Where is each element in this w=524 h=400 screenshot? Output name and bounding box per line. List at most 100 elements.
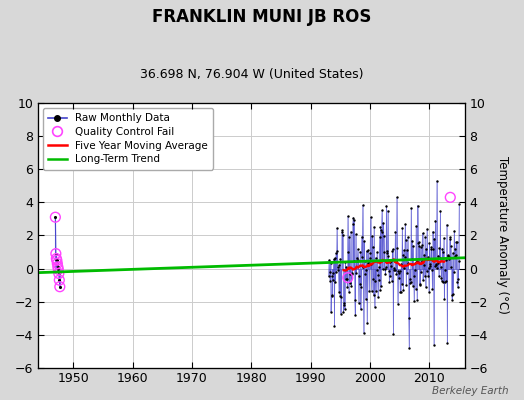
Point: [383, 250, 391, 256]
Point: [402, 282, 410, 288]
Point: [350, 258, 358, 264]
Point: [436, 208, 444, 214]
Point: [337, 293, 346, 300]
Point: [340, 301, 348, 308]
Point: [386, 272, 395, 279]
Point: [51, 214, 60, 220]
Point: [417, 268, 425, 275]
Point: [345, 288, 353, 295]
Point: [52, 255, 61, 262]
Point: [433, 178, 441, 184]
Point: [418, 258, 426, 264]
Point: [392, 270, 400, 277]
Point: [423, 226, 431, 232]
Point: [355, 300, 363, 306]
Point: [390, 265, 399, 271]
Point: [397, 289, 405, 295]
Point: [409, 243, 417, 249]
Point: [327, 309, 335, 315]
Point: [51, 214, 60, 220]
Point: [366, 250, 374, 256]
Point: [375, 233, 384, 240]
Point: [431, 263, 439, 270]
Point: [446, 234, 454, 240]
Point: [453, 284, 462, 290]
Point: [420, 273, 429, 280]
Point: [391, 258, 400, 264]
Point: [329, 277, 337, 283]
Point: [396, 268, 404, 274]
Point: [400, 265, 408, 272]
Point: [54, 270, 63, 277]
Point: [439, 279, 447, 285]
Point: [394, 300, 402, 307]
Point: [376, 224, 385, 230]
Point: [365, 288, 373, 294]
Point: [398, 281, 406, 287]
Point: [399, 287, 408, 294]
Point: [340, 300, 348, 306]
Point: [411, 260, 419, 266]
Point: [408, 256, 416, 262]
Point: [56, 284, 64, 290]
Point: [419, 277, 427, 284]
Point: [373, 266, 381, 273]
Point: [378, 207, 386, 214]
Point: [346, 228, 355, 235]
Point: [338, 227, 346, 234]
Point: [423, 254, 432, 260]
Point: [424, 273, 432, 280]
Point: [391, 229, 399, 235]
Point: [356, 306, 365, 312]
Point: [429, 246, 438, 252]
Point: [54, 266, 62, 272]
Point: [353, 255, 361, 261]
Point: [335, 289, 343, 295]
Point: [385, 268, 393, 274]
Point: [364, 260, 372, 267]
Point: [451, 246, 459, 252]
Point: [428, 267, 436, 273]
Point: [332, 250, 340, 256]
Point: [412, 223, 420, 230]
Point: [55, 277, 63, 283]
Point: [444, 252, 453, 259]
Point: [358, 202, 367, 208]
Point: [419, 262, 428, 268]
Point: [355, 272, 364, 279]
Point: [353, 258, 362, 264]
Point: [55, 277, 63, 283]
Point: [363, 248, 371, 254]
Point: [329, 270, 337, 276]
Point: [394, 268, 402, 274]
Point: [373, 272, 381, 278]
Point: [348, 271, 356, 278]
Point: [376, 287, 384, 294]
Legend: Raw Monthly Data, Quality Control Fail, Five Year Moving Average, Long-Term Tren: Raw Monthly Data, Quality Control Fail, …: [43, 108, 213, 170]
Point: [368, 233, 376, 240]
Point: [380, 249, 389, 256]
Point: [377, 283, 385, 289]
Point: [326, 259, 335, 266]
Point: [374, 294, 382, 300]
Point: [405, 315, 413, 321]
Point: [409, 282, 417, 289]
Point: [403, 234, 412, 240]
Point: [339, 232, 347, 239]
Point: [410, 298, 418, 304]
Point: [392, 194, 401, 200]
Point: [334, 267, 343, 273]
Point: [381, 270, 390, 277]
Point: [351, 297, 359, 304]
Point: [369, 276, 377, 282]
Point: [409, 273, 418, 279]
Text: Berkeley Earth: Berkeley Earth: [432, 386, 508, 396]
Point: [441, 279, 449, 285]
Point: [386, 258, 394, 265]
Point: [448, 297, 456, 304]
Point: [449, 250, 457, 256]
Point: [432, 261, 440, 268]
Point: [344, 213, 352, 219]
Point: [401, 221, 409, 228]
Point: [400, 254, 409, 260]
